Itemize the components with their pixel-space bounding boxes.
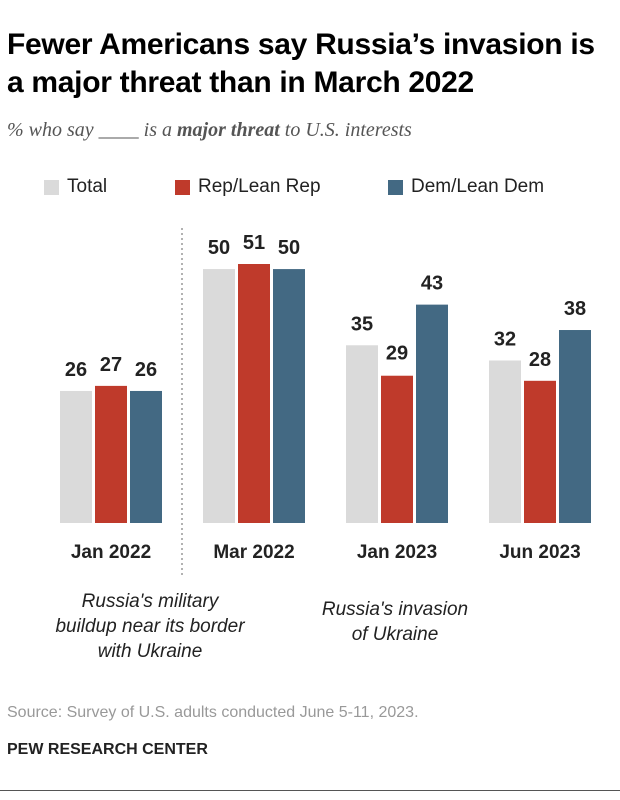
legend-label-total: Total [67, 176, 108, 197]
bar-jan-2022-total [60, 390, 92, 523]
legend-swatch-total [44, 179, 59, 195]
chart-title: Fewer Americans say Russia’s invasion is… [7, 28, 595, 99]
chart-subtitle: % who say ____ is a major threat to U.S.… [7, 119, 412, 142]
bar-jun-2023-dem-lean-dem [559, 330, 591, 523]
data-label-jan-2023-total: 35 [351, 313, 373, 335]
bar-jan-2023-rep-lean-rep [381, 375, 413, 523]
legend-item-total: Total [44, 176, 107, 198]
data-label-jan-2022-total: 26 [65, 359, 87, 381]
data-label-jan-2023-rep-lean-rep: 29 [386, 343, 408, 365]
bar-mar-2022-rep-lean-rep [238, 264, 270, 523]
bar-mar-2022-total [203, 269, 235, 523]
source-note: Source: Survey of U.S. adults conducted … [7, 704, 419, 721]
subtitle-before: % who say ____ is a [7, 119, 177, 141]
bar-jan-2022-rep-lean-rep [95, 385, 127, 523]
data-label-jun-2023-dem-lean-dem: 38 [564, 298, 586, 320]
data-label-mar-2022-rep-lean-rep: 51 [243, 232, 265, 254]
bar-jan-2023-total [346, 345, 378, 523]
legend-swatch-dem [388, 179, 403, 195]
chart-legend: Total Rep/Lean Rep Dem/Lean Dem [0, 176, 620, 204]
data-label-jan-2022-dem-lean-dem: 26 [135, 359, 157, 381]
annotation-left-line-3: with Ukraine [97, 641, 203, 662]
annotation-left: Russia's military buildup near its borde… [20, 589, 280, 664]
category-label-jun-2023: Jun 2023 [499, 542, 580, 563]
data-label-jun-2023-rep-lean-rep: 28 [529, 349, 551, 371]
bar-jun-2023-total [489, 360, 521, 523]
data-label-jun-2023-total: 32 [494, 328, 516, 350]
data-label-mar-2022-dem-lean-dem: 50 [278, 237, 300, 259]
annotation-left-line-2: buildup near its border [55, 616, 245, 637]
legend-label-dem: Dem/Lean Dem [411, 176, 545, 197]
annotation-right-line-2: of Ukraine [351, 624, 439, 645]
annotation-right-line-1: Russia's invasion [321, 599, 469, 620]
brand-logo-text: PEW RESEARCH CENTER [7, 741, 208, 758]
bottom-rule [0, 790, 620, 791]
category-label-mar-2022: Mar 2022 [213, 542, 294, 563]
category-label-jan-2022: Jan 2022 [71, 542, 151, 563]
bar-jan-2023-dem-lean-dem [416, 304, 448, 523]
legend-item-dem: Dem/Lean Dem [388, 176, 544, 198]
legend-label-rep: Rep/Lean Rep [198, 176, 321, 197]
annotation-right: Russia's invasion of Ukraine [265, 597, 525, 647]
annotation-left-line-1: Russia's military [81, 591, 219, 612]
bar-jan-2022-dem-lean-dem [130, 390, 162, 523]
category-label-jan-2023: Jan 2023 [357, 542, 437, 563]
subtitle-emphasis: major threat [177, 119, 280, 141]
bar-mar-2022-dem-lean-dem [273, 269, 305, 523]
legend-item-rep: Rep/Lean Rep [175, 176, 321, 198]
bar-jun-2023-rep-lean-rep [524, 380, 556, 523]
subtitle-after: to U.S. interests [279, 119, 412, 141]
data-label-jan-2022-rep-lean-rep: 27 [100, 354, 122, 376]
data-label-jan-2023-dem-lean-dem: 43 [421, 273, 443, 295]
data-label-mar-2022-total: 50 [208, 237, 230, 259]
legend-swatch-rep [175, 179, 190, 195]
